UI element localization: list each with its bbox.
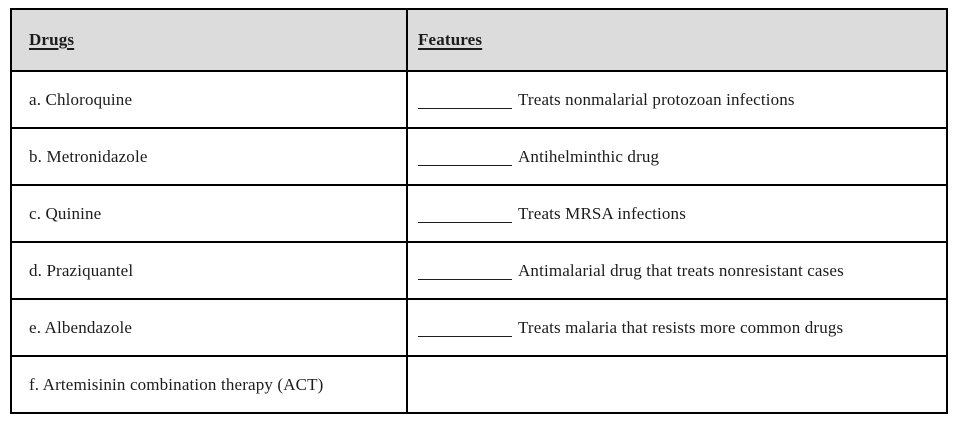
- feature-cell: [406, 355, 948, 414]
- drug-features-matching-table: Drugs Features a. Chloroquine Treats non…: [10, 8, 948, 414]
- feature-cell: Antimalarial drug that treats nonresista…: [406, 241, 948, 300]
- answer-blank[interactable]: [418, 164, 512, 166]
- drugs-header-label: Drugs: [29, 30, 75, 49]
- feature-text: Treats malaria that resists more common …: [518, 317, 844, 337]
- feature-cell: Treats malaria that resists more common …: [406, 298, 948, 357]
- drug-cell: b. Metronidazole: [10, 127, 408, 186]
- drug-label: a. Chloroquine: [29, 89, 133, 109]
- column-header-drugs: Drugs: [10, 8, 408, 72]
- feature-cell: Treats nonmalarial protozoan infections: [406, 70, 948, 129]
- column-header-features: Features: [406, 8, 948, 72]
- table-header: Drugs Features: [10, 8, 948, 72]
- drug-label: c. Quinine: [29, 203, 102, 223]
- header-row: Drugs Features: [10, 8, 948, 72]
- table-row: c. Quinine Treats MRSA infections: [10, 184, 948, 243]
- drug-cell: c. Quinine: [10, 184, 408, 243]
- feature-cell: Treats MRSA infections: [406, 184, 948, 243]
- drug-cell: e. Albendazole: [10, 298, 408, 357]
- drug-label: f. Artemisinin combination therapy (ACT): [29, 374, 324, 394]
- drug-label: d. Praziquantel: [29, 260, 134, 280]
- answer-blank[interactable]: [418, 335, 512, 337]
- features-header-label: Features: [418, 30, 483, 49]
- feature-text: Treats nonmalarial protozoan infections: [518, 89, 795, 109]
- drug-label: e. Albendazole: [29, 317, 133, 337]
- drug-cell: a. Chloroquine: [10, 70, 408, 129]
- table-row: d. Praziquantel Antimalarial drug that t…: [10, 241, 948, 300]
- drug-label: b. Metronidazole: [29, 146, 148, 166]
- table-row: b. Metronidazole Antihelminthic drug: [10, 127, 948, 186]
- feature-text: Antihelminthic drug: [518, 146, 660, 166]
- table-row: a. Chloroquine Treats nonmalarial protoz…: [10, 70, 948, 129]
- drug-cell: d. Praziquantel: [10, 241, 408, 300]
- answer-blank[interactable]: [418, 221, 512, 223]
- feature-cell: Antihelminthic drug: [406, 127, 948, 186]
- answer-blank[interactable]: [418, 278, 512, 280]
- answer-blank[interactable]: [418, 107, 512, 109]
- feature-text: Antimalarial drug that treats nonresista…: [518, 260, 844, 280]
- feature-text: Treats MRSA infections: [518, 203, 686, 223]
- table-body: a. Chloroquine Treats nonmalarial protoz…: [10, 70, 948, 414]
- table-row: f. Artemisinin combination therapy (ACT): [10, 355, 948, 414]
- drug-cell: f. Artemisinin combination therapy (ACT): [10, 355, 408, 414]
- table-row: e. Albendazole Treats malaria that resis…: [10, 298, 948, 357]
